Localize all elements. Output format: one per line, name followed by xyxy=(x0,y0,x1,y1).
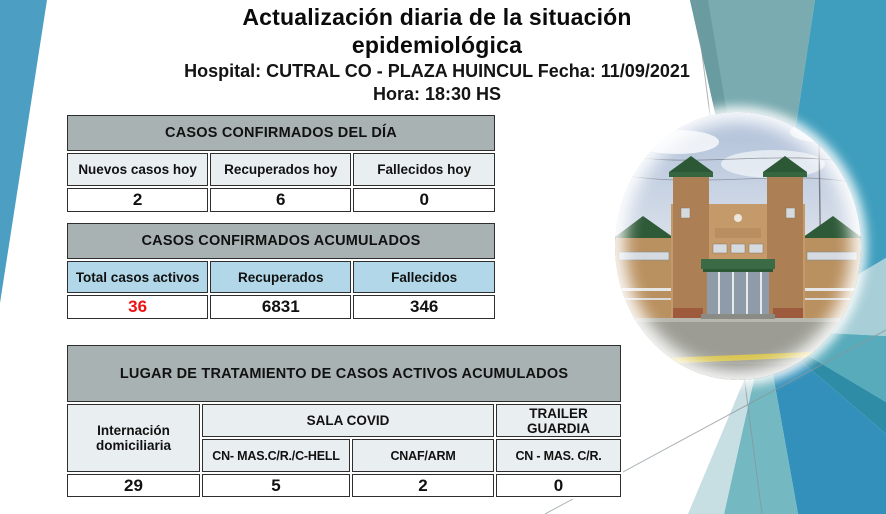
treatment-subcol-cn-mas: CN - MAS. C/R. xyxy=(496,439,622,472)
treatment-table-title: LUGAR DE TRATAMIENTO DE CASOS ACTIVOS AC… xyxy=(67,345,622,402)
daily-col-new: Nuevos casos hoy xyxy=(67,153,209,186)
treatment-value-trailer: 0 xyxy=(496,474,622,497)
cumulative-col-recovered: Recuperados xyxy=(210,261,352,293)
daily-col-deceased: Fallecidos hoy xyxy=(353,153,495,186)
page-title: Actualización diaria de la situación epi… xyxy=(0,3,874,59)
daily-value-recovered: 6 xyxy=(210,188,352,212)
time-line: Hora: 18:30 HS xyxy=(372,84,502,104)
daily-value-deceased: 0 xyxy=(353,188,495,212)
cumulative-col-deceased: Fallecidos xyxy=(353,261,495,293)
treatment-value-home: 29 xyxy=(67,474,200,497)
treatment-group-sala-covid: SALA COVID xyxy=(202,404,494,437)
treatment-location-table: LUGAR DE TRATAMIENTO DE CASOS ACTIVOS AC… xyxy=(65,343,624,499)
treatment-group-trailer-guardia: TRAILER GUARDIA xyxy=(496,404,622,437)
cumulative-table-title: CASOS CONFIRMADOS ACUMULADOS xyxy=(67,223,495,259)
hospital-date-line: Hospital: CUTRAL CO - PLAZA HUINCUL Fech… xyxy=(184,61,690,81)
treatment-col-home-care: Internación domiciliaria xyxy=(67,404,200,472)
cumulative-cases-table: CASOS CONFIRMADOS ACUMULADOS Total casos… xyxy=(65,221,497,321)
daily-table-title: CASOS CONFIRMADOS DEL DÍA xyxy=(67,115,495,151)
title-line-2: epidemiológica xyxy=(351,32,523,58)
daily-col-recovered: Recuperados hoy xyxy=(210,153,352,186)
page-subtitle: Hospital: CUTRAL CO - PLAZA HUINCUL Fech… xyxy=(0,60,874,106)
daily-value-new: 2 xyxy=(67,188,209,212)
treatment-value-sala-1: 5 xyxy=(202,474,350,497)
cumulative-value-deceased: 346 xyxy=(353,295,495,319)
cumulative-col-active: Total casos activos xyxy=(67,261,209,293)
daily-cases-table: CASOS CONFIRMADOS DEL DÍA Nuevos casos h… xyxy=(65,113,497,214)
treatment-subcol-cnaf-arm: CNAF/ARM xyxy=(352,439,494,472)
treatment-subcol-cn-mas-chell: CN- MAS.C/R./C-HELL xyxy=(202,439,350,472)
cumulative-value-active: 36 xyxy=(67,295,209,319)
treatment-value-sala-2: 2 xyxy=(352,474,494,497)
cumulative-value-recovered: 6831 xyxy=(210,295,352,319)
hospital-building-photo xyxy=(615,112,861,380)
title-line-1: Actualización diaria de la situación xyxy=(242,4,632,30)
